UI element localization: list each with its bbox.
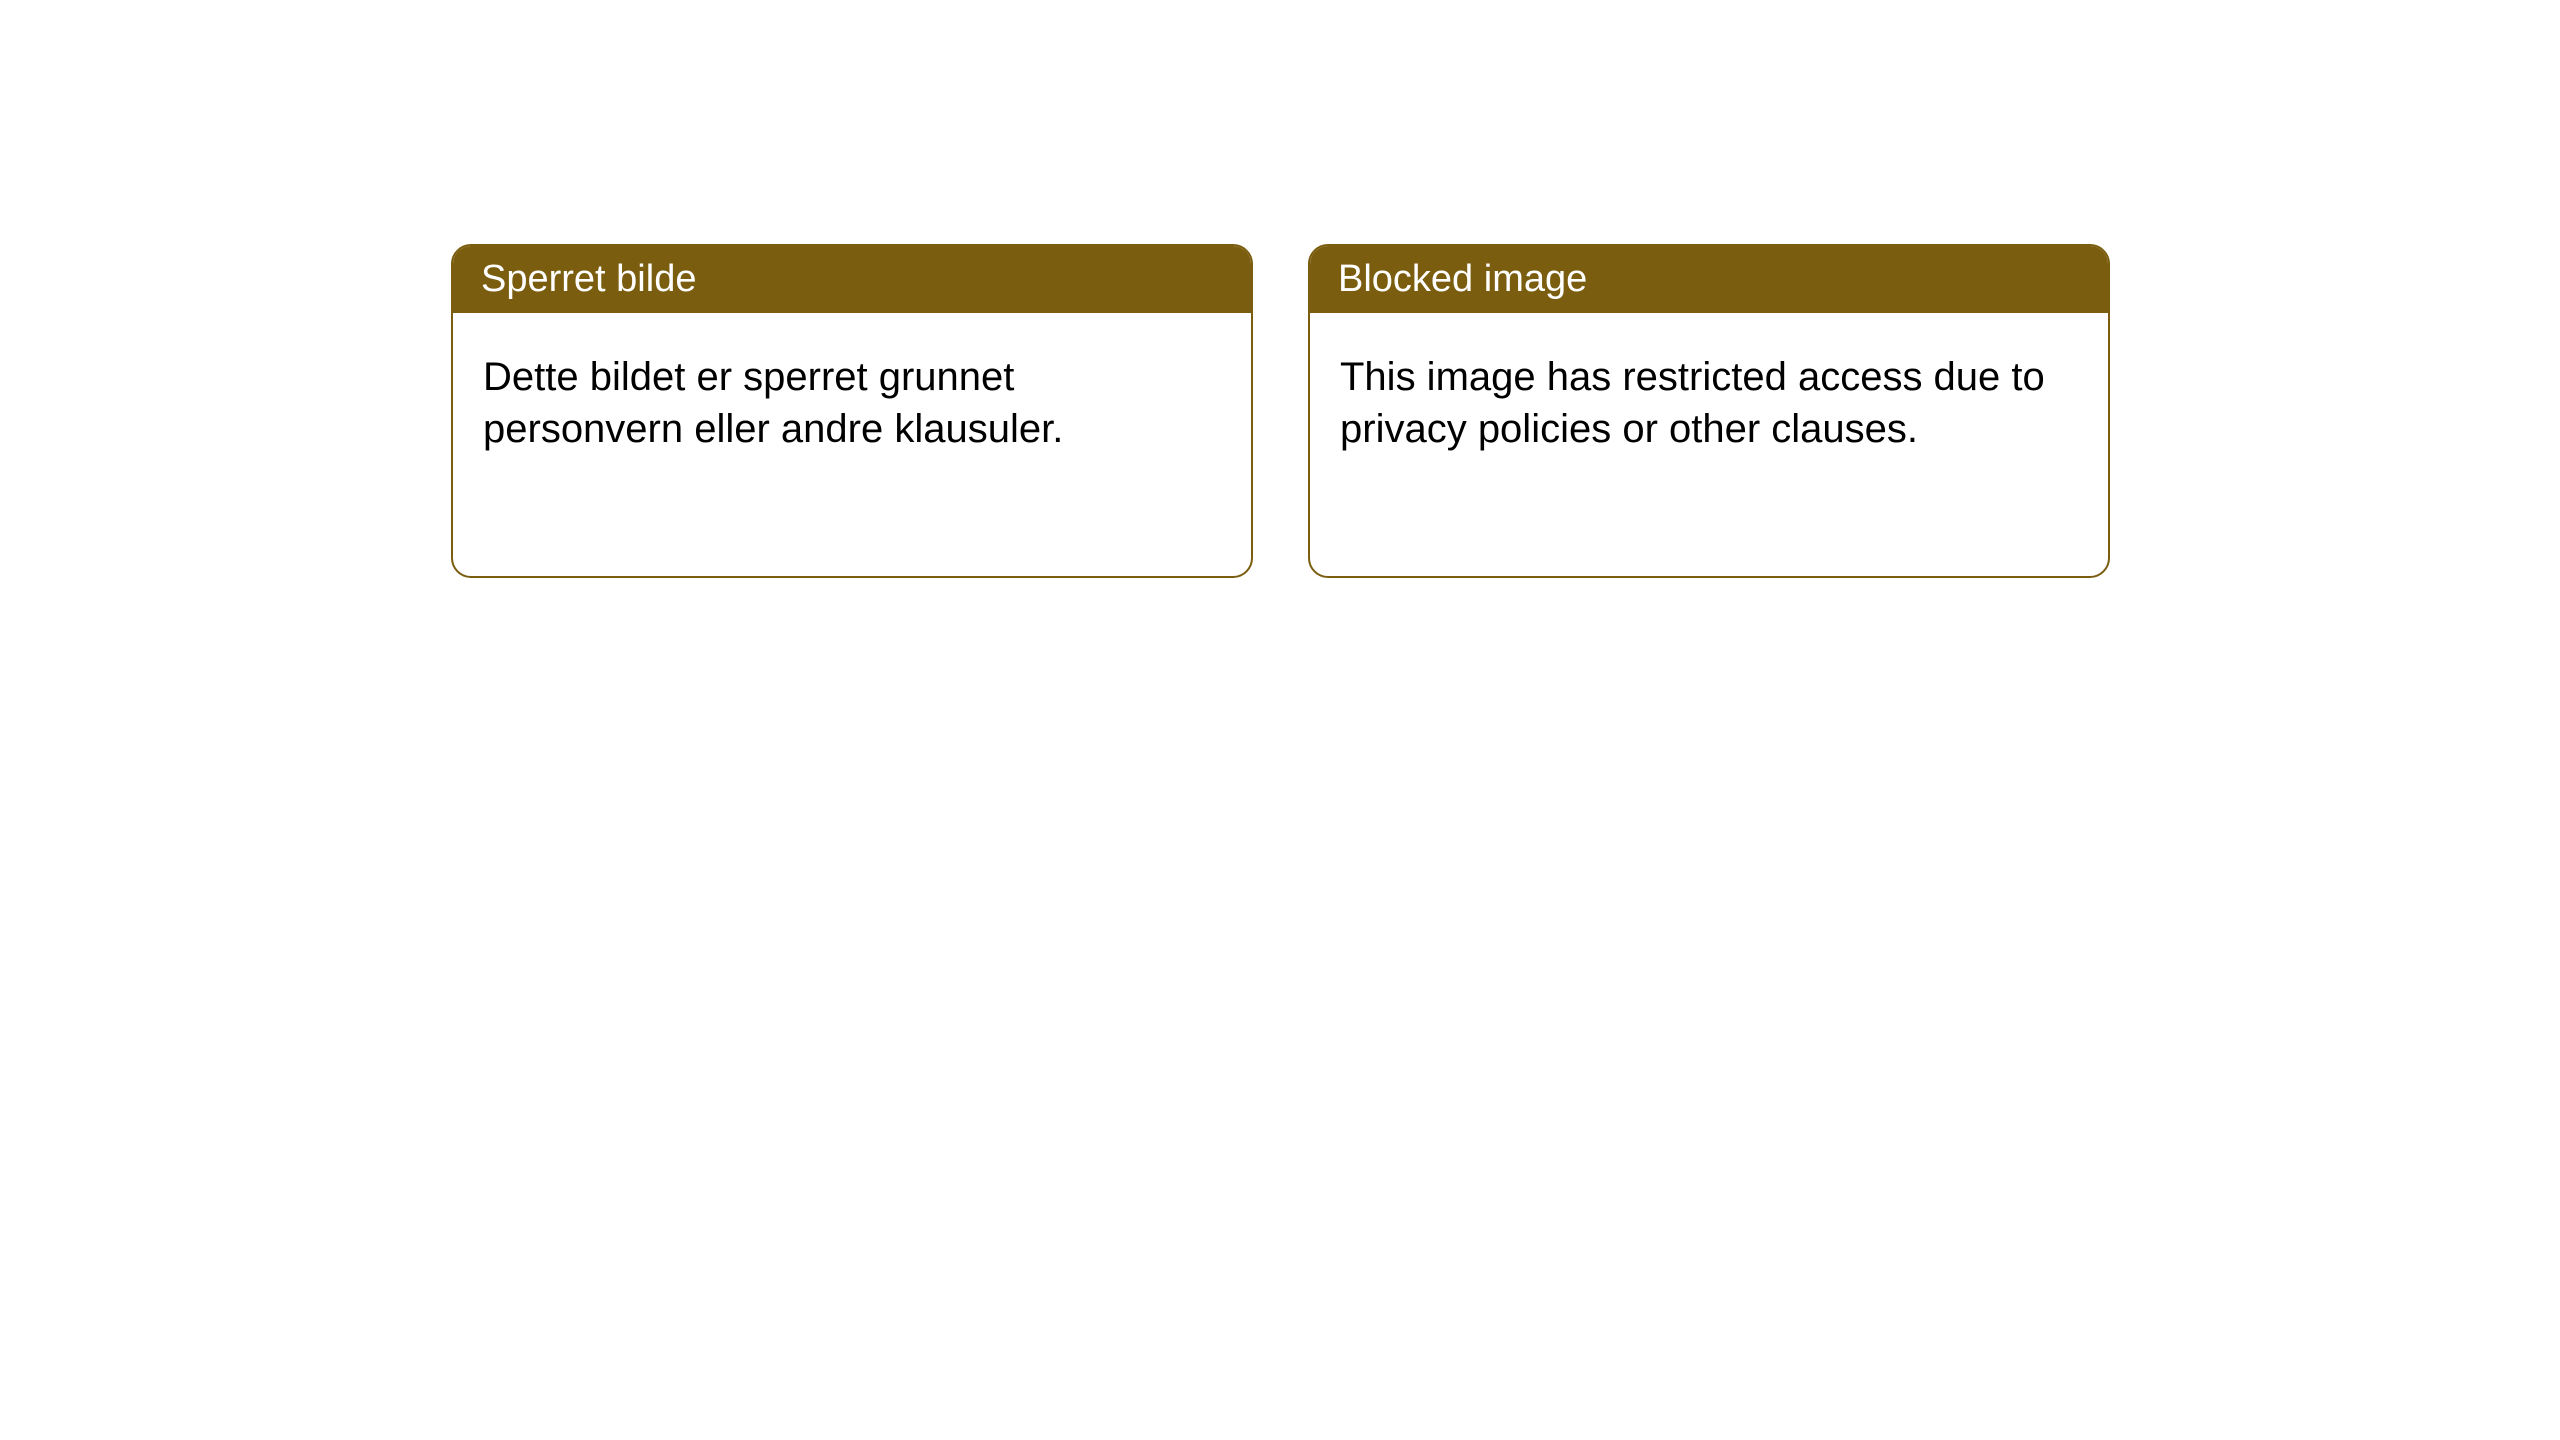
notice-cards-container: Sperret bilde Dette bildet er sperret gr… — [451, 244, 2110, 578]
notice-card-body-text: Dette bildet er sperret grunnet personve… — [483, 355, 1063, 451]
notice-card-body: This image has restricted access due to … — [1310, 313, 2108, 493]
notice-card-header: Sperret bilde — [453, 246, 1251, 313]
notice-card-title: Sperret bilde — [481, 258, 696, 300]
notice-card-norwegian: Sperret bilde Dette bildet er sperret gr… — [451, 244, 1253, 578]
notice-card-english: Blocked image This image has restricted … — [1308, 244, 2110, 578]
notice-card-title: Blocked image — [1338, 258, 1587, 300]
notice-card-body: Dette bildet er sperret grunnet personve… — [453, 313, 1251, 493]
notice-card-body-text: This image has restricted access due to … — [1340, 355, 2045, 451]
notice-card-header: Blocked image — [1310, 246, 2108, 313]
